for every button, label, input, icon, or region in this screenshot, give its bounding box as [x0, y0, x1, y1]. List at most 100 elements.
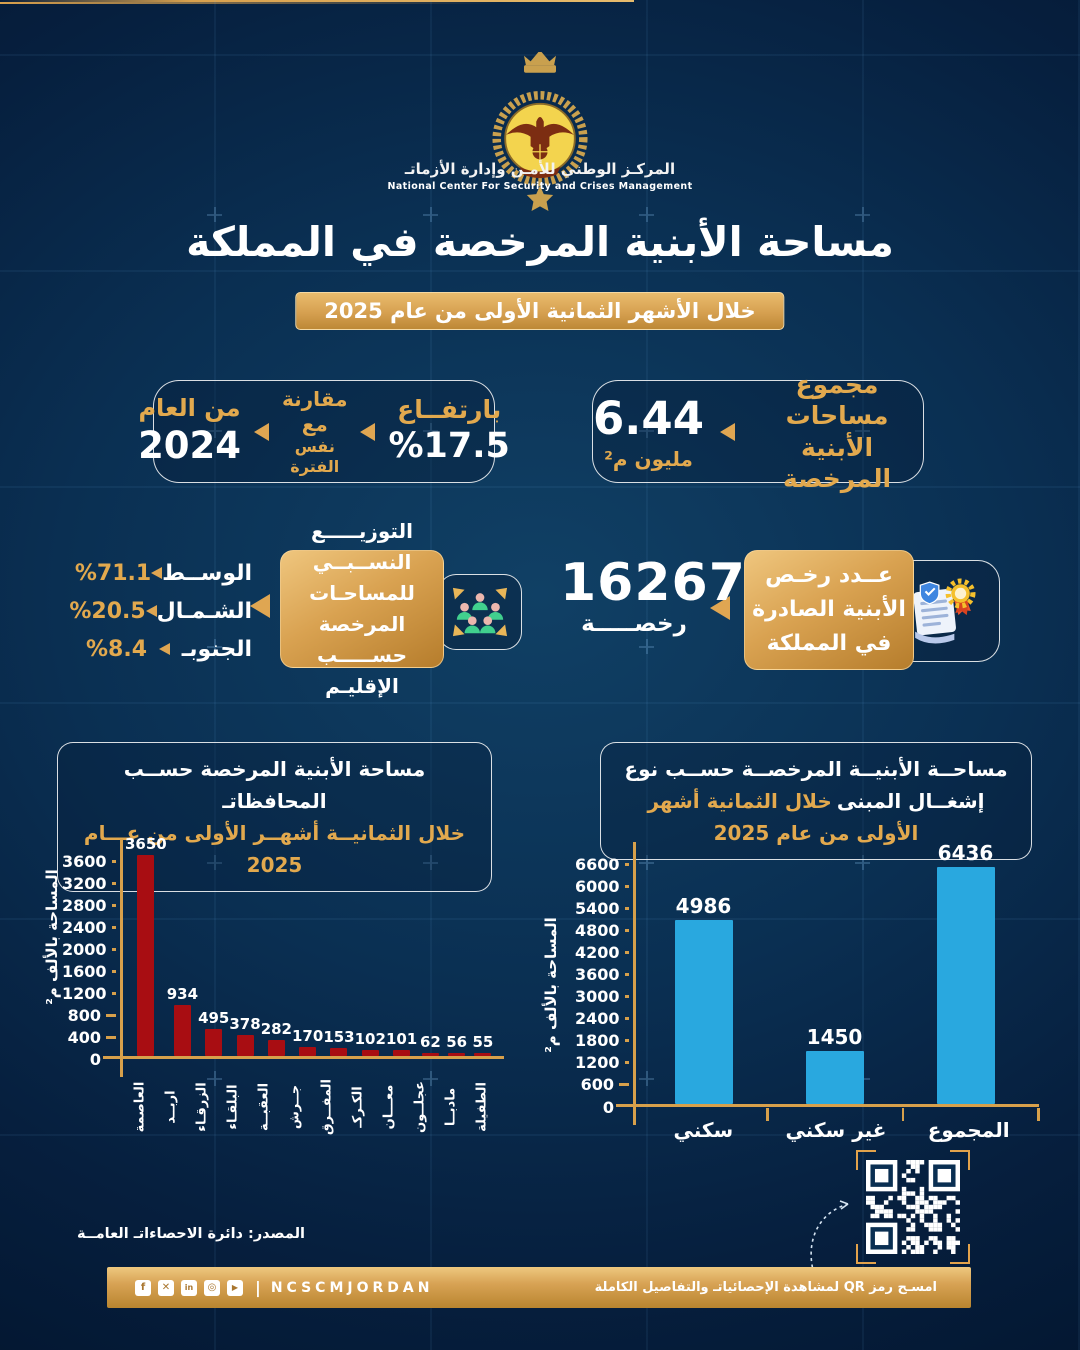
- chart-title: مساحة الأبنية المرخصة حســب المحافظاتـ: [123, 757, 426, 813]
- social-handle: NCSCMJORDAN: [270, 1279, 434, 1296]
- kpi-total-area-box: مجموع مساحات الأبنية المرخصة 6.44 مليون …: [592, 370, 924, 493]
- page-title: مساحة الأبنية المرخصة في المملكة: [186, 218, 894, 266]
- grid-plus-marker: [423, 423, 438, 438]
- org-name-english: National Center For Security and Crises …: [387, 181, 693, 192]
- left-triangle-icon: [158, 643, 170, 655]
- region-row-north: الشـمـال %20.5: [69, 592, 252, 630]
- kpi-total-area-unit: مليون م²: [604, 447, 693, 472]
- grid-plus-marker: [207, 1071, 222, 1086]
- chart-title: مساحــة الأبنيــة المرخصــة حســب نوع إش…: [624, 757, 1008, 813]
- kpi-increase-headline: بارتفــاع: [397, 395, 502, 424]
- distribution-region-list: الوســط %71.1 الشـمـال %20.5 الجنوبـ %8.…: [69, 554, 252, 668]
- region-row-south: الجنوبـ %8.4: [86, 630, 252, 668]
- left-triangle-icon: [720, 422, 736, 441]
- kpi-permits-value: 16267: [560, 553, 746, 613]
- kpi-increase-year-label: من العام: [138, 394, 241, 423]
- page-subtitle-band: خلال الأشهر الثمانية الأولى من عام 2025: [295, 292, 785, 330]
- footer-bar: f ✕ in ◎ ▶ | NCSCMJORDAN امسـح رمز QR لم…: [107, 1267, 971, 1308]
- y-axis-line: [120, 839, 123, 1077]
- governorates-bar-chart: المساحة بالألف م² 0 400 800 1200 1600 2000 240…: [40, 835, 510, 1145]
- left-triangle-icon: [151, 567, 163, 579]
- kpi-increase-compare1: مقارنة مع: [282, 386, 348, 436]
- grid-plus-marker: [207, 855, 222, 870]
- grid-plus-marker: [639, 423, 654, 438]
- left-triangle-icon: [145, 605, 157, 617]
- distribution-tile: [438, 574, 522, 650]
- ncscm-emblem-logo: [474, 50, 606, 216]
- kpi-increase-box: بارتفــاع %17.5 مقارنة مع نفس الفترة من …: [138, 380, 510, 483]
- youtube-icon: ▶: [227, 1279, 243, 1296]
- x-axis-labels: العاصمة اربــد الزرقـاء البلقـاء العقبــة جــ…: [132, 1078, 490, 1136]
- chart-subtitle: خلال الثمانيــة أشهــر الأولى من عـــام …: [83, 821, 466, 877]
- qr-corner-bracket: [856, 1150, 876, 1170]
- divider-line-bottom: [0, 2, 500, 4]
- org-name-arabic: المركـز الوطني للأمـن وإدارة الأزماتـ: [404, 160, 676, 178]
- y-axis-line: [633, 842, 636, 1125]
- facebook-icon: f: [135, 1279, 151, 1296]
- kpi-total-area-value: 6.44: [593, 391, 705, 445]
- grid-plus-marker: [639, 639, 654, 654]
- divider-line-top: [0, 0, 634, 2]
- kpi-permits-value-block: 16267 رخصـــــة: [560, 553, 746, 637]
- grid-plus-marker: [639, 207, 654, 222]
- handle-divider: |: [255, 1278, 261, 1297]
- region-row-center: الوســط %71.1: [75, 554, 252, 592]
- qr-corner-bracket: [950, 1150, 970, 1170]
- x-axis-line: [616, 1104, 1039, 1107]
- kpi-increase-compare2: نفس الفترة: [290, 436, 340, 476]
- kpi-permits-label-box: عــدد رخـص الأبنية الصادرة في المملكة: [744, 550, 914, 670]
- grid-plus-marker: [639, 855, 654, 870]
- kpi-total-area-label: مجموع مساحات الأبنية المرخصة: [782, 370, 892, 493]
- region-value: %20.5: [69, 598, 146, 624]
- linkedin-icon: in: [181, 1279, 197, 1296]
- grid-plus-marker: [423, 1071, 438, 1086]
- grid-plus-marker: [855, 423, 870, 438]
- occupancy-bar-chart: المساحة بالألف م² 0 600 1200 1800 2400 3000 36…: [542, 841, 1045, 1148]
- y-axis-ticks: 0 400 800 1200 1600 2000 2400 2800 3200 3600: [62, 845, 116, 1069]
- governorates-chart-header: مساحة الأبنية المرخصة حســب المحافظاتـ خ…: [57, 742, 492, 892]
- qr-corner-bracket: [950, 1244, 970, 1264]
- certificate-icon: [913, 578, 976, 644]
- kpi-increase-value: %17.5: [388, 426, 510, 467]
- kpi-distribution-label-box: التوزيـــــع النســبــي للمساحـات المرخص…: [280, 519, 444, 698]
- bars-area: 3650 934 495 378 282 170 153 102 101 62 56 55: [125, 833, 496, 1056]
- grid-plus-marker: [855, 207, 870, 222]
- social-icons-row: f ✕ in ◎ ▶: [135, 1279, 243, 1296]
- region-name: الوســط: [162, 560, 252, 586]
- instagram-icon: ◎: [204, 1279, 220, 1296]
- left-triangle-icon: [710, 596, 730, 620]
- grid-plus-marker: [207, 207, 222, 222]
- x-axis-labels: سكني غير سكني المجموع: [673, 1118, 1010, 1142]
- left-triangle-icon: [250, 594, 270, 618]
- people-distribution-icon: [452, 587, 508, 637]
- region-value: %71.1: [74, 560, 152, 586]
- grid-plus-marker: [423, 207, 438, 222]
- left-triangle-icon: [254, 422, 270, 441]
- qr-code: [866, 1160, 960, 1254]
- y-axis-ticks: 0 600 1200 1800 2400 3000 3600 4200 4800 5400 6000…: [575, 848, 629, 1117]
- kpi-increase-year-value: 2024: [138, 424, 242, 468]
- x-icon: ✕: [158, 1279, 174, 1296]
- grid-plus-marker: [207, 639, 222, 654]
- dashed-arrow-to-qr: [810, 1200, 849, 1281]
- grid-plus-marker: [207, 423, 222, 438]
- kpi-permits-unit: رخصـــــة: [581, 610, 687, 637]
- region-name: الشـمـال: [156, 598, 252, 624]
- bars-area: 4986 1450 6436: [638, 836, 1031, 1104]
- qr-caption: امسـح رمز QR لمشاهدة الإحصائياتـ والتفاص…: [594, 1280, 937, 1295]
- eagle-emblem-icon: [492, 50, 588, 212]
- occupancy-chart-header: مساحــة الأبنيــة المرخصــة حســب نوع إش…: [600, 742, 1032, 860]
- grid-plus-marker: [423, 855, 438, 870]
- region-name: الجنوبـ: [181, 636, 252, 662]
- grid-plus-marker: [855, 855, 870, 870]
- source-text: المصدر: دائرة الاحصاءاتـ العامــة: [77, 1226, 305, 1242]
- qr-code-block: [856, 1150, 970, 1264]
- region-value: %8.4: [86, 636, 148, 662]
- qr-corner-bracket: [856, 1244, 876, 1264]
- source-note: المصدر: دائرة الاحصاءاتـ العامــة: [77, 1226, 313, 1242]
- x-axis-line: [103, 1056, 504, 1059]
- left-triangle-icon: [360, 422, 376, 441]
- grid-plus-marker: [639, 1071, 654, 1086]
